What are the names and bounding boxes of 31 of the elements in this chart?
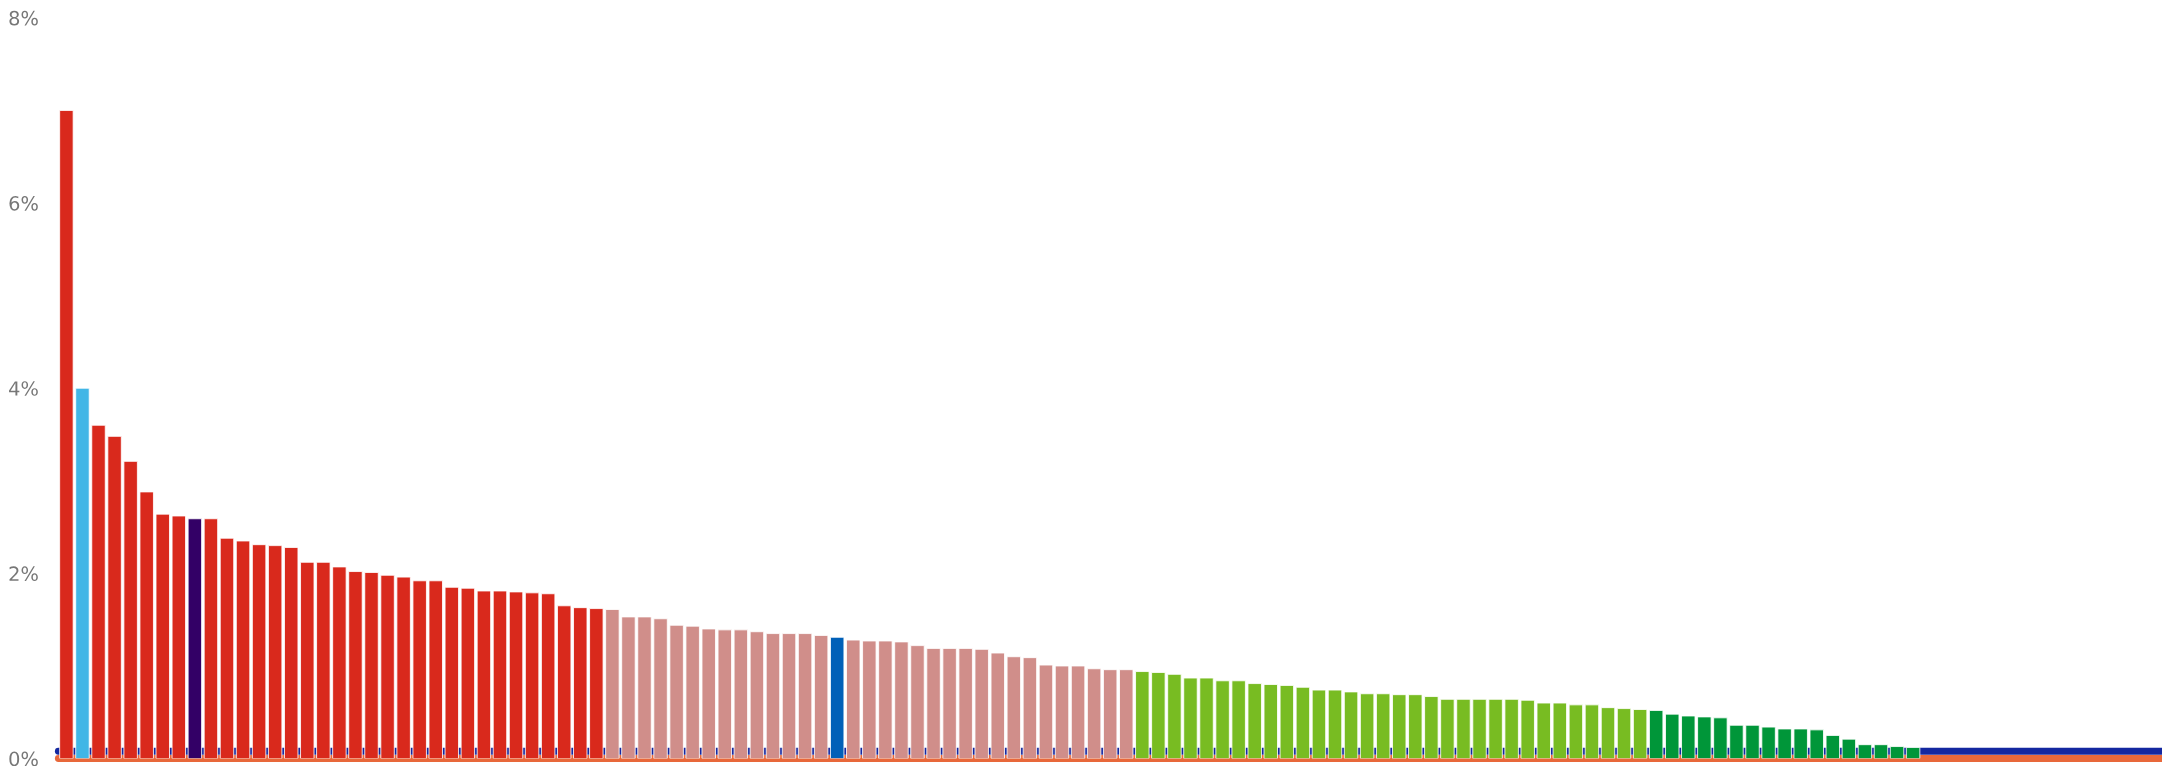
bar [1311,689,1327,759]
bar [476,590,492,759]
bar [524,592,540,759]
bar [1327,689,1343,759]
y-tick-label: 2% [9,566,38,582]
bar [1038,664,1054,759]
bar [1889,746,1905,759]
bar [749,631,765,759]
bar [1584,704,1600,759]
y-tick-label: 0% [9,751,38,766]
y-tick-label: 8% [9,10,38,26]
bar [203,518,219,759]
bar [251,544,267,759]
bar [1616,708,1632,759]
y-tick-label: 6% [9,195,38,211]
bar [492,590,508,759]
bar [781,633,797,759]
bar [508,591,524,759]
bar [765,633,781,759]
bar [1905,747,1921,759]
bar [1600,707,1616,759]
bar [1022,657,1038,759]
bar [1857,744,1873,759]
bar [1343,691,1359,759]
y-tick-label: 4% [9,381,38,396]
bar [1070,665,1086,759]
bar [1054,665,1070,759]
bar [219,537,235,759]
bar [1873,744,1889,759]
bar [235,540,251,759]
bar [797,633,813,759]
